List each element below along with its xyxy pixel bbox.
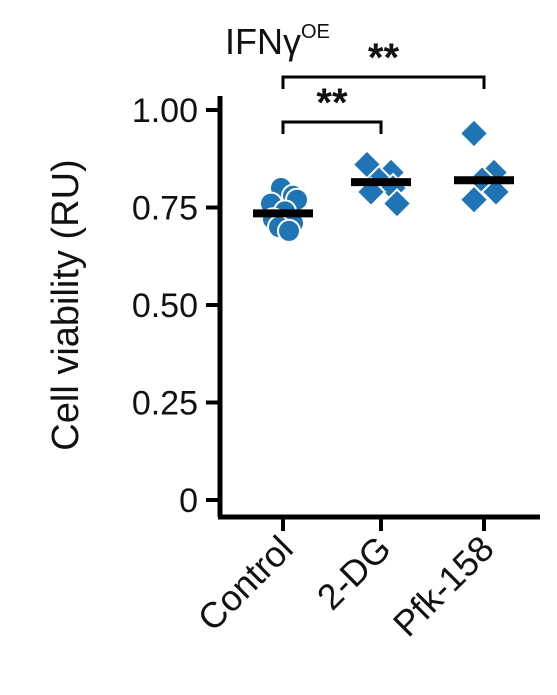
y-tick-label: 0.50 xyxy=(132,287,198,325)
mean-bars xyxy=(253,176,514,218)
data-point xyxy=(381,188,413,220)
y-tick-label: 0 xyxy=(179,482,198,520)
x-tick-label: Pfk-158 xyxy=(385,528,502,645)
chart-title: IFNγOE xyxy=(225,21,330,62)
significance-label: ** xyxy=(316,81,348,125)
y-axis-label: Cell viability (RU) xyxy=(45,159,87,450)
x-tick-label: 2-DG xyxy=(309,528,399,618)
chart-title-main: IFNγ xyxy=(225,21,301,62)
data-point xyxy=(458,184,490,216)
y-tick-label: 1.00 xyxy=(132,92,198,130)
significance-brackets: ** ** xyxy=(281,36,486,134)
data-point xyxy=(480,176,512,208)
significance-bracket xyxy=(281,75,486,89)
data-point xyxy=(458,117,490,149)
y-axis: 0 0.25 0.50 0.75 1.00 xyxy=(132,92,223,520)
significance-label: ** xyxy=(368,36,400,80)
y-tick-label: 0.25 xyxy=(132,385,198,423)
chart-title-superscript: OE xyxy=(301,21,330,43)
x-tick-label: Control xyxy=(190,528,301,639)
data-point xyxy=(277,218,301,243)
y-tick-label: 0.75 xyxy=(132,190,198,228)
significance-bracket xyxy=(281,120,383,134)
